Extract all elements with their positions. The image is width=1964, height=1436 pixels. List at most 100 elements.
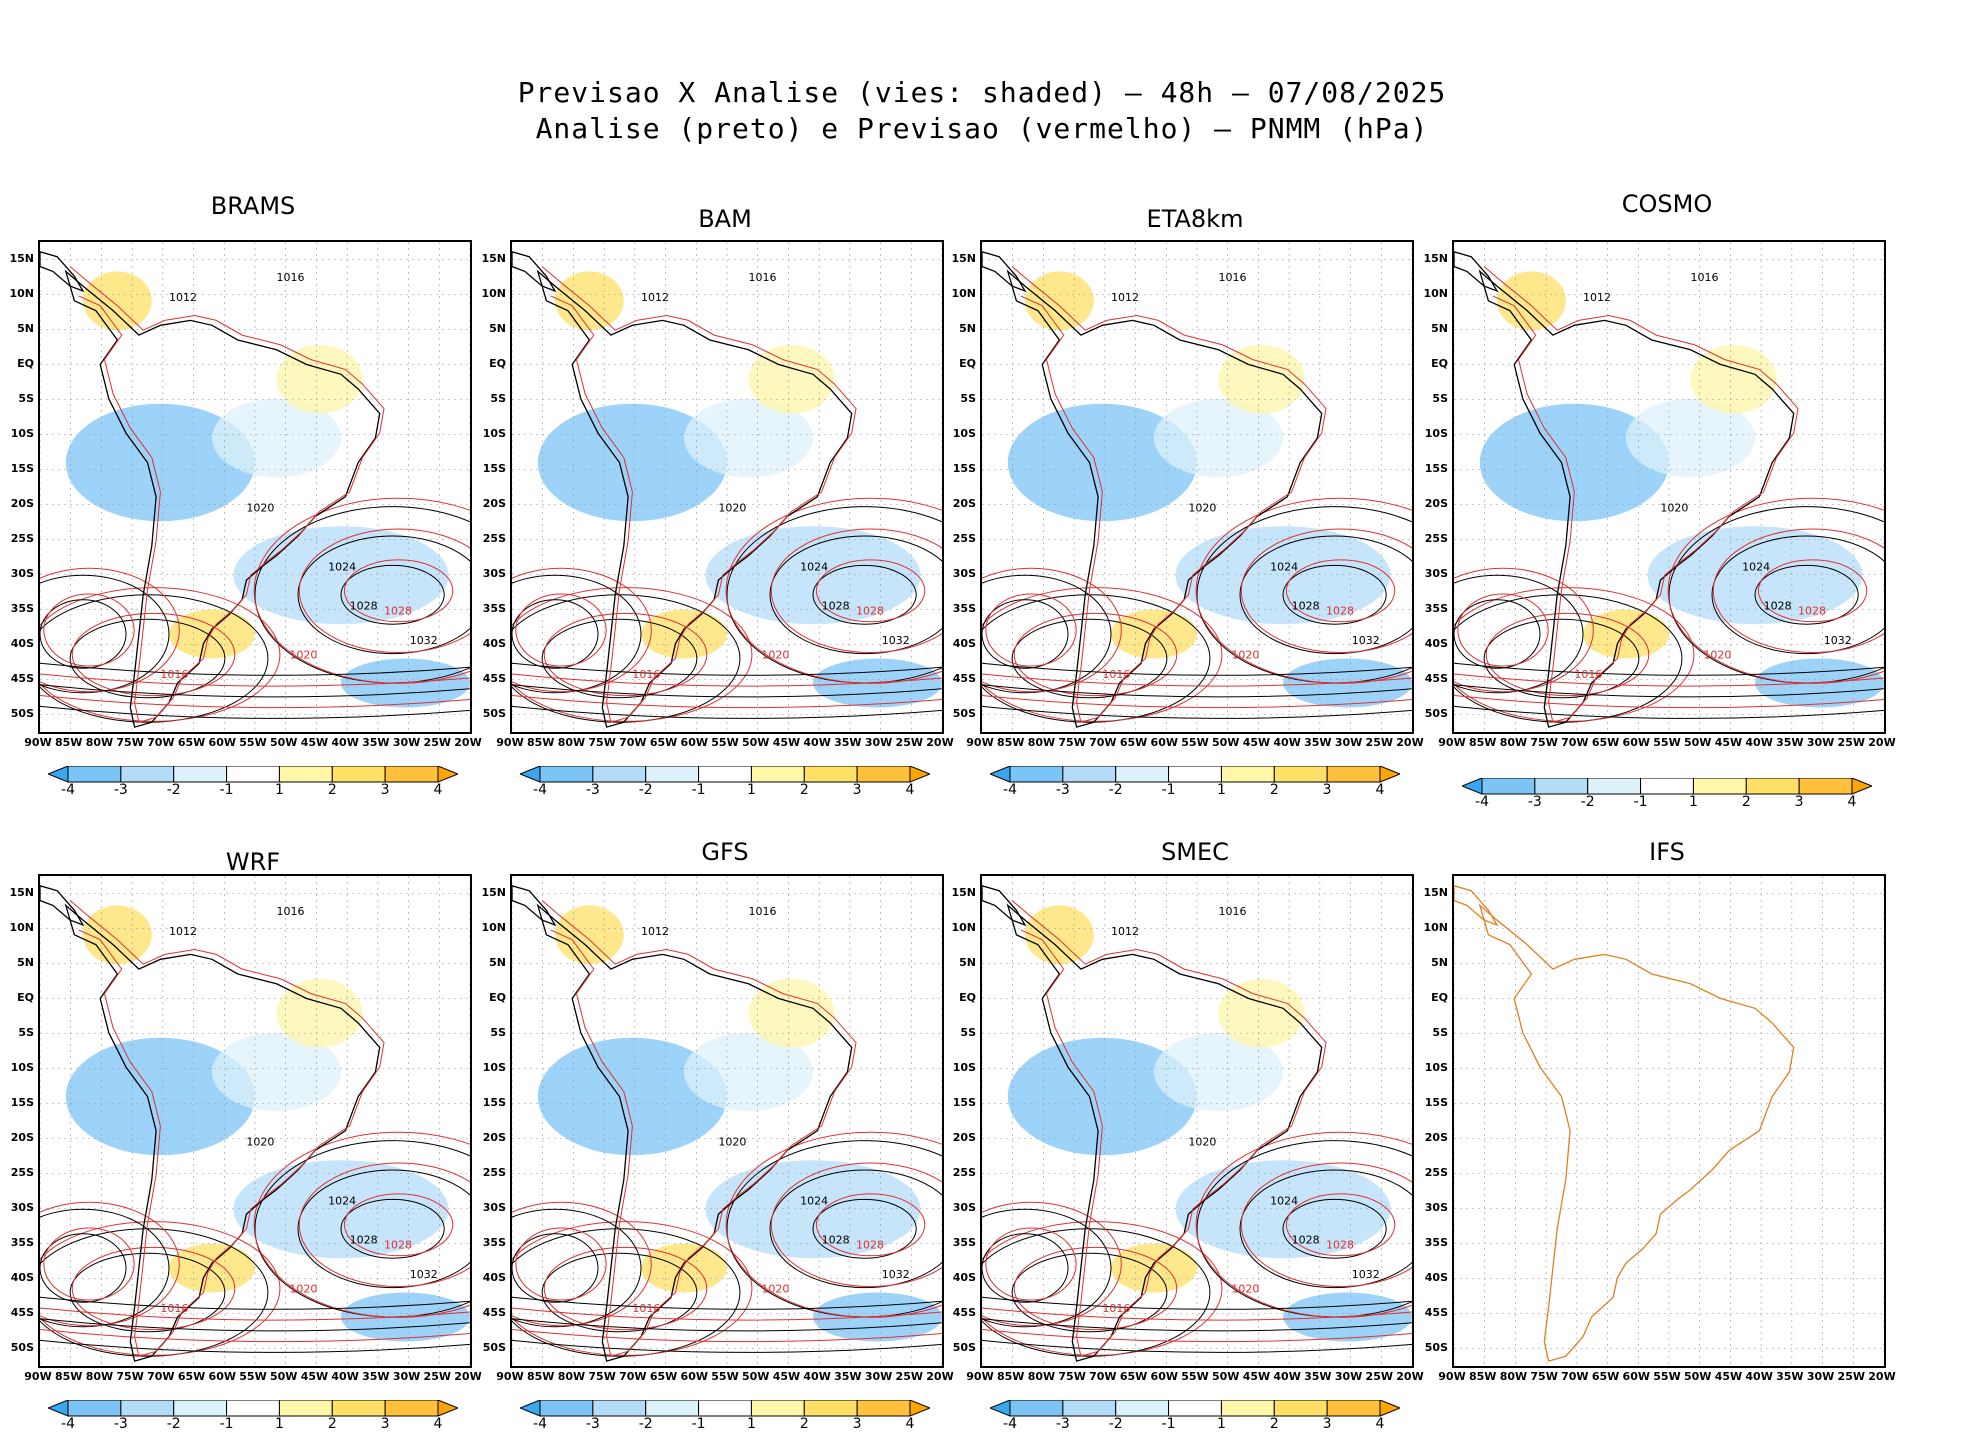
isobar-label: 1024 bbox=[328, 1194, 356, 1207]
lat-tick-label: 40S bbox=[1424, 636, 1448, 650]
lat-tick-label: 10N bbox=[481, 286, 506, 300]
isobar-label: 1028 bbox=[822, 600, 850, 613]
colorbar-tick-label: -4 bbox=[1003, 1416, 1017, 1432]
bias-shade bbox=[1626, 398, 1755, 478]
lat-tick-label: 5S bbox=[1432, 1025, 1448, 1039]
lon-tick-label: 55W bbox=[1181, 1370, 1209, 1383]
lon-tick-label: 55W bbox=[1653, 736, 1681, 749]
lat-tick-label: 35S bbox=[482, 1235, 506, 1249]
lon-tick-label: 65W bbox=[1119, 736, 1148, 749]
lat-tick-label: 10N bbox=[481, 920, 506, 934]
colorbar-tick-label: -1 bbox=[219, 782, 234, 798]
isobar-label: 1012 bbox=[1111, 925, 1139, 938]
isobar-label: 1028 bbox=[856, 604, 884, 617]
isobar-label: 1020 bbox=[1660, 502, 1688, 515]
colorbar-tick-label: 3 bbox=[380, 1416, 390, 1432]
lat-tick-label: 40S bbox=[482, 636, 506, 650]
lon-tick-label: 55W bbox=[1181, 736, 1209, 749]
bias-shade bbox=[555, 271, 624, 331]
lon-tick-label: 30W bbox=[1806, 1370, 1835, 1383]
lon-tick-label: 70W bbox=[1089, 736, 1117, 749]
lat-tick-label: 10N bbox=[1423, 286, 1448, 300]
lat-tick-label: 20S bbox=[952, 1130, 976, 1144]
lat-tick-label: 5N bbox=[489, 955, 506, 969]
lat-tick-label: 35S bbox=[1424, 1235, 1448, 1249]
lon-tick-label: 35W bbox=[834, 736, 862, 749]
colorbar: -4 -3 -2 -1 1 2 3 4 bbox=[518, 1399, 932, 1432]
lon-tick-label: 30W bbox=[392, 1370, 421, 1383]
lon-tick-label: 40W bbox=[1745, 736, 1773, 749]
isobar-label: 1012 bbox=[641, 925, 669, 938]
lat-tick-label: 5S bbox=[960, 391, 976, 405]
lat-tick-label: 45S bbox=[952, 1305, 976, 1319]
lat-tick-label: 10N bbox=[951, 920, 976, 934]
lat-tick-label: EQ bbox=[489, 990, 506, 1004]
lon-tick-label: 35W bbox=[1776, 1370, 1804, 1383]
lon-tick-label: 65W bbox=[177, 1370, 206, 1383]
lon-tick-label: 25W bbox=[1837, 1370, 1865, 1383]
lat-tick-label: 10S bbox=[952, 426, 976, 440]
lon-tick-label: 50W bbox=[1683, 1370, 1712, 1383]
lat-tick-label: 15N bbox=[951, 885, 976, 899]
isobar-label: 1016 bbox=[1574, 668, 1602, 681]
isobar-label: 1028 bbox=[350, 1234, 378, 1247]
panel-title-wrf: WRF bbox=[225, 848, 281, 876]
lat-tick-label: 30S bbox=[952, 1200, 976, 1214]
colorbar-tick-label: -3 bbox=[113, 1416, 128, 1432]
lat-tick-label: 15N bbox=[481, 251, 506, 265]
isobar-label: 1012 bbox=[169, 291, 197, 304]
lon-tick-label: 60W bbox=[1622, 1370, 1650, 1383]
lat-tick-label: 50S bbox=[10, 706, 34, 720]
bias-shade bbox=[705, 1160, 921, 1259]
isobar-label: 1020 bbox=[1231, 1283, 1259, 1296]
map-canvas: 1012 1016 1020 1024 1028 1032 1016 1020 1028 bbox=[512, 242, 942, 732]
lon-tick-label: 35W bbox=[362, 1370, 390, 1383]
isobar-label: 1016 bbox=[632, 1302, 660, 1315]
colorbar: -4 -3 -2 -1 1 2 3 4 bbox=[988, 1399, 1402, 1432]
lon-tick-label: 60W bbox=[680, 1370, 708, 1383]
lat-tick-label: 20S bbox=[10, 1130, 34, 1144]
isobar-label: 1020 bbox=[761, 1283, 789, 1296]
lat-tick-label: 35S bbox=[952, 1235, 976, 1249]
lat-tick-label: 35S bbox=[952, 601, 976, 615]
lat-tick-label: 45S bbox=[10, 671, 34, 685]
lon-tick-label: 60W bbox=[208, 1370, 236, 1383]
lon-tick-label: 30W bbox=[864, 736, 893, 749]
lat-tick-label: 10N bbox=[9, 920, 34, 934]
lon-tick-label: 25W bbox=[1365, 1370, 1393, 1383]
bias-shade bbox=[65, 403, 255, 522]
colorbar-tick-label: -3 bbox=[585, 782, 600, 798]
panel-title-ifs: IFS bbox=[1649, 838, 1685, 866]
lat-tick-label: 30S bbox=[482, 1200, 506, 1214]
lon-tick-label: 85W bbox=[54, 1370, 83, 1383]
lon-tick-label: 35W bbox=[1776, 736, 1804, 749]
lon-tick-label: 75W bbox=[116, 736, 144, 749]
lat-tick-label: 10N bbox=[1423, 920, 1448, 934]
colorbar-tick-label: 4 bbox=[433, 782, 443, 798]
isobar-label: 1016 bbox=[1219, 905, 1247, 918]
bias-shade bbox=[684, 398, 813, 478]
lat-tick-label: 25S bbox=[482, 1165, 506, 1179]
lat-tick-label: 10S bbox=[1424, 1060, 1448, 1074]
isobar-label: 1016 bbox=[749, 271, 777, 284]
lat-tick-label: 50S bbox=[482, 706, 506, 720]
isobar-label: 1032 bbox=[1352, 634, 1380, 647]
bias-shade bbox=[1025, 271, 1094, 331]
lon-tick-label: 60W bbox=[1622, 736, 1650, 749]
bias-shade bbox=[1007, 1037, 1197, 1156]
lon-tick-label: 45W bbox=[1242, 736, 1271, 749]
lat-tick-label: EQ bbox=[17, 356, 34, 370]
isobar-label: 1024 bbox=[1270, 560, 1298, 573]
lon-tick-label: 80W bbox=[85, 736, 114, 749]
lat-tick-label: 20S bbox=[1424, 496, 1448, 510]
isobar-label: 1032 bbox=[1824, 634, 1852, 647]
lon-tick-label: 90W bbox=[1438, 1370, 1466, 1383]
colorbar-tick-label: 2 bbox=[1741, 794, 1751, 810]
isobar-label: 1020 bbox=[718, 1136, 746, 1149]
map-panel-gfs: 1012 1016 1020 1024 1028 1032 1016 1020 1028 bbox=[510, 874, 944, 1368]
lon-tick-label: 45W bbox=[1714, 1370, 1743, 1383]
map-canvas: 1012 1016 1020 1024 1028 1032 1016 1020 1028 bbox=[982, 242, 1412, 732]
lat-tick-label: 5S bbox=[490, 1025, 506, 1039]
isobar-label: 1032 bbox=[1352, 1268, 1380, 1281]
isobar-label: 1016 bbox=[277, 905, 305, 918]
